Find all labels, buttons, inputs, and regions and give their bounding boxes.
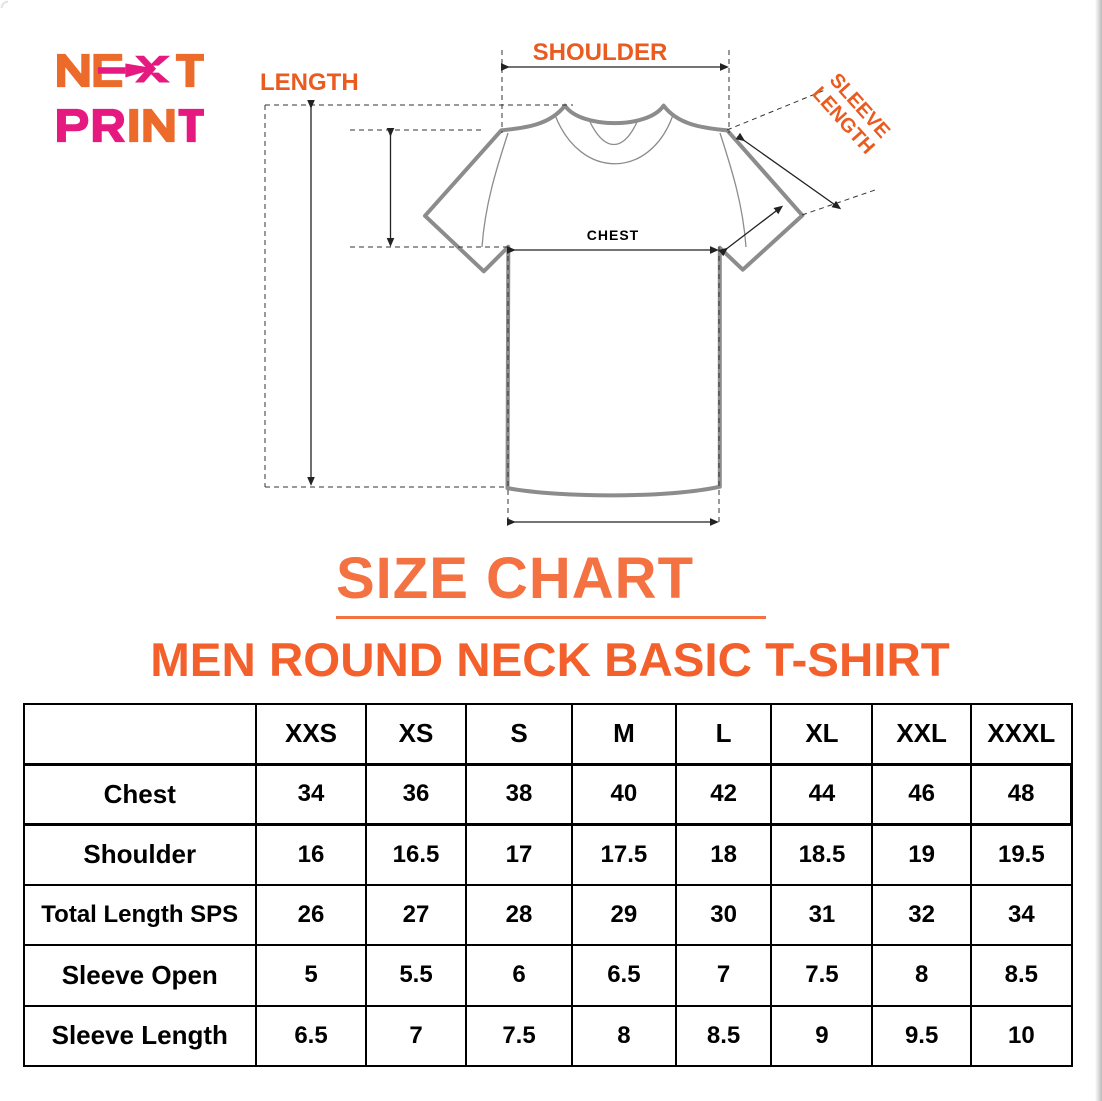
svg-text:CHEST: CHEST: [587, 227, 639, 243]
svg-text:SHOULDER: SHOULDER: [533, 39, 668, 66]
svg-text:LENGTH: LENGTH: [260, 69, 359, 96]
